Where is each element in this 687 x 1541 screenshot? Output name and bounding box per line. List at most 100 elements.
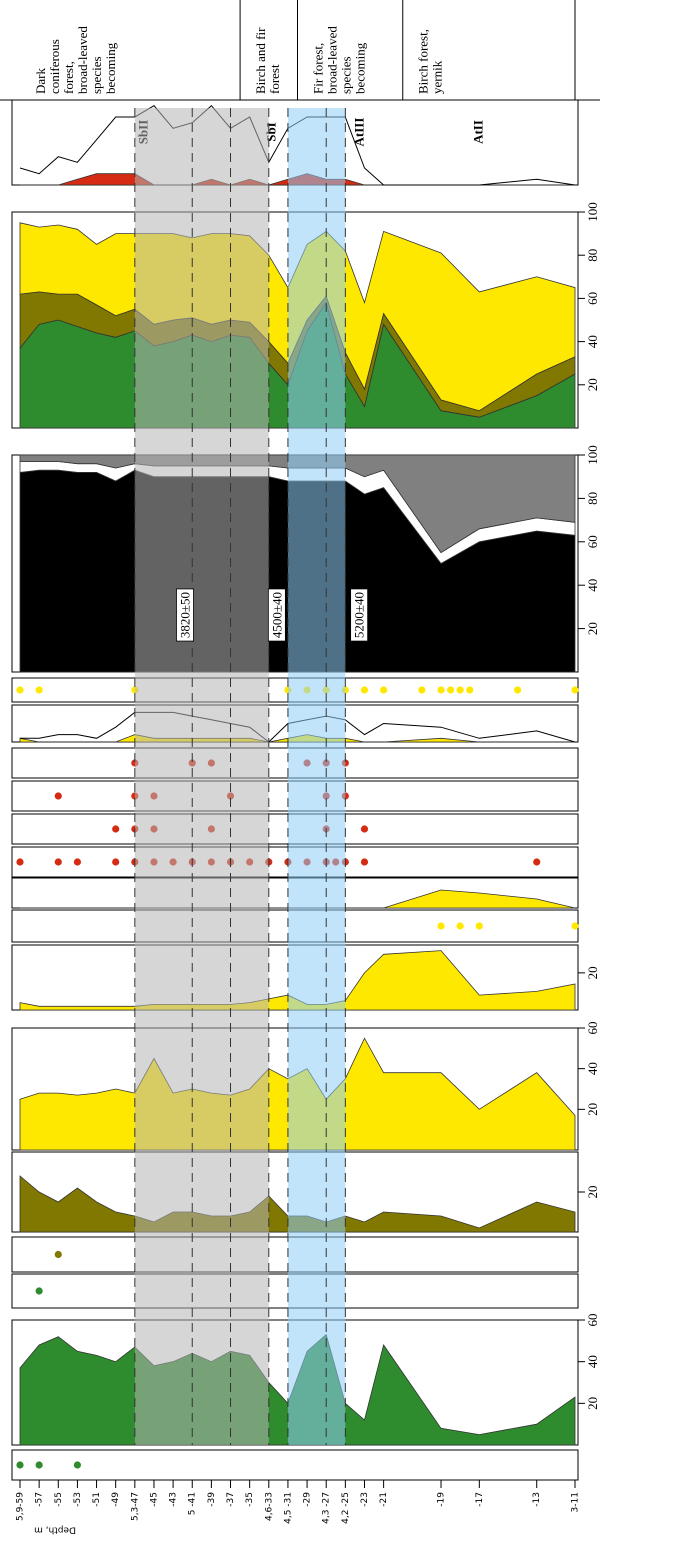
dot: [456, 686, 464, 694]
y-tick-label: 40: [585, 1062, 600, 1075]
y-tick-label: 60: [585, 292, 600, 305]
depth-axis-title: Depth, m: [34, 1525, 76, 1535]
depth-tick-label: 5,3-47: [130, 1492, 140, 1521]
dot: [360, 825, 369, 833]
zone-label: becoming: [103, 42, 118, 94]
depth-tick-label: -45: [149, 1492, 159, 1507]
date-box: [176, 588, 194, 642]
dot: [16, 858, 24, 866]
y-tick-label: 80: [585, 492, 600, 505]
depth-tick-label: -23: [360, 1492, 370, 1507]
panel-frame: [11, 1449, 579, 1481]
depth-tick-label: -29: [303, 1492, 313, 1507]
dot: [360, 686, 369, 694]
date-box: [267, 588, 286, 642]
dot: [475, 922, 483, 930]
dot: [54, 1250, 62, 1259]
y-tick-label: 20: [585, 966, 600, 979]
dot: [54, 858, 62, 866]
depth-tick-label: -37: [226, 1492, 236, 1507]
zone-band: [134, 108, 269, 1445]
dot: [112, 858, 120, 866]
y-tick-label: 60: [585, 535, 600, 548]
dot: [418, 686, 426, 694]
depth-tick-label: 3-11: [571, 1492, 581, 1512]
y-tick-label: 40: [585, 579, 600, 592]
zone-label: broad-leaved: [75, 26, 90, 94]
dot: [571, 922, 579, 930]
dot: [380, 686, 388, 694]
dot: [35, 1287, 43, 1295]
y-tick-label: 40: [585, 1355, 600, 1368]
y-tick-label: 60: [585, 1314, 600, 1327]
depth-tick-label: -21: [379, 1492, 389, 1507]
dot: [571, 686, 579, 694]
dot: [456, 922, 464, 930]
zone-label: becoming: [352, 42, 367, 94]
depth-tick-label: 4,6-33: [264, 1492, 274, 1521]
date-text: 5200±40: [352, 592, 367, 638]
zone-label: Fir forest,: [310, 43, 325, 94]
dot: [466, 686, 474, 694]
y-tick-label: 60: [585, 1022, 600, 1035]
dot: [437, 922, 445, 930]
y-tick-label: 20: [585, 622, 600, 635]
zone-band: [287, 108, 346, 1445]
zone-label: Dark: [33, 68, 48, 94]
dot: [360, 858, 369, 866]
depth-tick-label: 5 -41: [188, 1492, 198, 1515]
depth-tick-label: -13: [532, 1492, 542, 1507]
zone-label: species: [338, 56, 353, 94]
depth-tick-label: -39: [207, 1492, 217, 1507]
dot: [35, 1461, 43, 1469]
depth-tick-label: 4,2 -25: [341, 1492, 351, 1524]
dot: [54, 792, 62, 800]
depth-tick-label: 4,5 -31: [283, 1492, 293, 1524]
date-text: 3820±50: [177, 592, 192, 638]
zone-label: forest,: [61, 61, 76, 94]
depth-tick-label: -17: [475, 1492, 485, 1507]
depth-tick-label: 4,3 -27: [322, 1492, 332, 1524]
zone-label: forest: [267, 64, 282, 94]
zone-label: coniferous: [47, 39, 62, 94]
subzone-label: AtII: [470, 120, 485, 144]
dot: [513, 686, 522, 694]
depth-tick-label: -49: [111, 1492, 121, 1507]
depth-tick-label: -35: [245, 1492, 255, 1507]
date-label: 3820±50: [176, 588, 194, 642]
dot: [447, 686, 455, 694]
zone-label: broad-leaved: [324, 26, 339, 94]
zone-label: Birch and fir: [253, 27, 268, 94]
dot: [437, 686, 445, 694]
date-label: 5200±40: [350, 588, 369, 642]
dot: [533, 858, 541, 866]
date-label: 4500±40: [267, 588, 286, 642]
y-tick-label: 20: [585, 378, 600, 391]
dot: [35, 686, 43, 694]
date-box: [350, 588, 369, 642]
depth-tick-label: -19: [437, 1492, 447, 1507]
y-tick-label: 40: [585, 335, 600, 348]
dot: [73, 1461, 82, 1469]
zone-label: Birch forest,: [416, 29, 431, 94]
dot: [16, 686, 24, 694]
depth-tick-label: 5,9-59: [16, 1492, 26, 1521]
depth-tick-label: -55: [54, 1492, 64, 1507]
zone-label: species: [89, 56, 104, 94]
date-text: 4500±40: [269, 592, 284, 638]
subzone-label: AtIII: [352, 118, 367, 147]
dot: [16, 1461, 24, 1469]
zone-label: yernik: [430, 60, 445, 94]
depth-tick-label: -43: [169, 1492, 179, 1507]
y-tick-label: 20: [585, 1186, 600, 1199]
depth-tick-label: -53: [73, 1492, 83, 1507]
y-tick-label: 80: [585, 249, 600, 262]
depth-tick-label: -57: [35, 1492, 45, 1507]
dot: [112, 825, 120, 833]
y-tick-label: 100: [585, 202, 600, 222]
y-tick-label: 20: [585, 1397, 600, 1410]
depth-tick-label: -51: [92, 1492, 102, 1507]
y-tick-label: 100: [585, 445, 600, 465]
